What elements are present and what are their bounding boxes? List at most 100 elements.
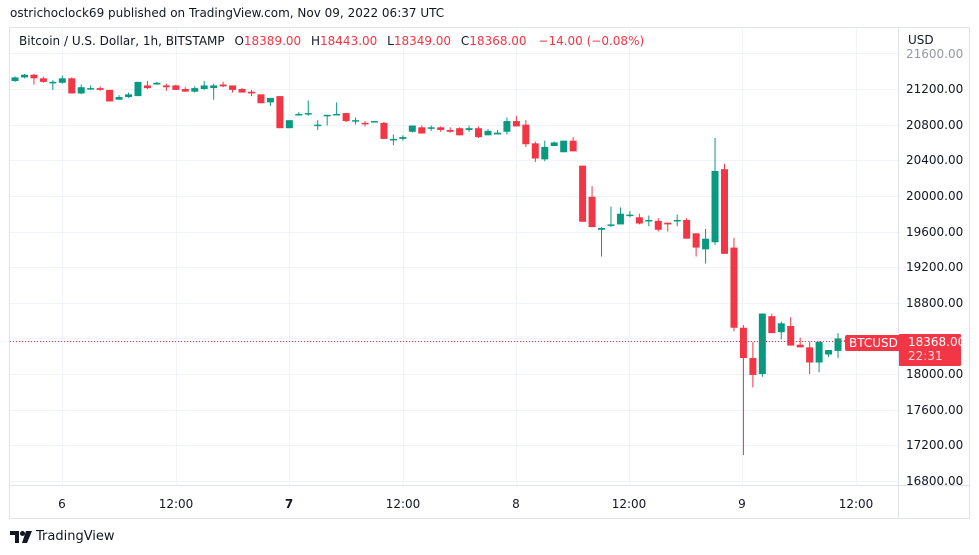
price-tick-label: 17200.00	[906, 438, 964, 453]
candle-body	[342, 113, 350, 122]
candle-body	[134, 81, 142, 97]
candle-body	[143, 85, 151, 89]
candle-body	[588, 196, 596, 228]
time-tick-label: 6	[58, 497, 66, 511]
chart-frame[interactable]	[9, 27, 970, 519]
tradingview-branding[interactable]: TradingView	[10, 529, 115, 544]
candle-body	[39, 78, 47, 82]
candle-body	[427, 127, 435, 129]
candle-body	[304, 113, 312, 115]
candle-body	[266, 97, 274, 103]
candle-body	[58, 78, 66, 83]
candle-body	[721, 169, 728, 254]
price-tick-label: 20400.00	[906, 153, 964, 168]
candle-body	[465, 128, 473, 130]
currency-label: USD	[908, 33, 934, 47]
bar-countdown: 22:31	[908, 349, 943, 363]
candle-body	[768, 316, 776, 334]
price-tick-label: 16800.00	[906, 474, 964, 488]
candle-body	[389, 138, 397, 141]
open-value: 18389.00	[243, 34, 302, 48]
candle-body	[181, 89, 189, 92]
candle-body	[125, 94, 133, 98]
candle-body	[749, 358, 757, 375]
high-value: 18443.00	[320, 34, 378, 48]
time-tick-label: 8	[512, 497, 520, 511]
candle-body	[825, 350, 833, 355]
price-tick-label: 20000.00	[906, 188, 964, 203]
candle-body	[418, 127, 426, 134]
candle-body	[635, 217, 643, 224]
candle-body	[541, 146, 549, 160]
candle-body	[49, 81, 57, 84]
candle-body	[683, 219, 691, 239]
candle-body	[550, 142, 558, 147]
brand-name: TradingView	[36, 529, 115, 544]
symbol-price-tag: BTCUSD	[845, 335, 902, 351]
close-value: 18368.00	[469, 34, 527, 48]
candle-body	[333, 113, 341, 116]
candle-body	[787, 325, 795, 346]
candle-body	[191, 88, 199, 92]
candle-body	[399, 137, 407, 139]
candle-body	[531, 143, 539, 159]
candle-body	[834, 338, 842, 351]
candle-body	[77, 87, 85, 94]
candle-body	[711, 170, 719, 243]
candle-body	[352, 120, 360, 122]
candle-body	[607, 224, 615, 226]
candle-body	[702, 238, 710, 250]
candle-body	[248, 91, 255, 94]
candle-body	[408, 125, 416, 132]
candle-body	[323, 114, 331, 117]
candle-body	[106, 89, 114, 102]
candle-body	[96, 88, 104, 90]
publisher-line: ostrichoclock69 published on TradingView…	[10, 6, 445, 20]
price-tick-label: 20800.00	[906, 117, 964, 132]
price-tick-label: 18000.00	[906, 367, 964, 382]
candle-body	[229, 85, 237, 90]
last-price-label: 18368.00 22:31	[899, 334, 965, 366]
time-tick-label: 12:00	[158, 497, 194, 511]
candle-body	[758, 313, 766, 375]
high-label: H	[311, 34, 321, 48]
candle-body	[673, 219, 681, 222]
candle-body	[295, 113, 303, 116]
candle-body	[219, 84, 227, 87]
candle-body	[370, 121, 378, 123]
time-tick-label: 12:00	[838, 497, 874, 511]
candle-body	[172, 85, 180, 90]
time-tick-label: 9	[738, 497, 746, 511]
candle-body	[200, 85, 208, 89]
price-tick-label: 21200.00	[906, 82, 964, 96]
candle-body	[493, 132, 501, 135]
candle-body	[796, 344, 804, 348]
candle-body	[20, 74, 28, 78]
candle-body	[276, 96, 284, 129]
candle-body	[512, 121, 520, 127]
candle-body	[739, 327, 747, 359]
candle-body	[314, 124, 322, 127]
candle-body	[664, 222, 672, 225]
price-tick-label: 18800.00	[906, 295, 964, 310]
candle-body	[446, 129, 454, 132]
candle-body	[68, 78, 76, 94]
candle-body	[153, 82, 161, 85]
candle-body	[238, 89, 246, 93]
price-tick-label: 21600.00	[906, 47, 964, 61]
candle-body	[257, 94, 265, 104]
candle-body	[162, 85, 170, 88]
candle-body	[579, 165, 587, 222]
candle-body	[626, 214, 634, 217]
price-tick-label: 19200.00	[906, 260, 964, 275]
candle-body	[361, 122, 369, 125]
candle-body	[692, 233, 700, 248]
candle-body	[777, 323, 785, 333]
price-tick-label: 17600.00	[906, 402, 964, 417]
candle-body	[30, 74, 38, 79]
candle-body	[569, 140, 577, 152]
candle-body	[598, 227, 606, 230]
candle-body	[115, 97, 123, 100]
time-tick-label: 7	[284, 497, 294, 511]
